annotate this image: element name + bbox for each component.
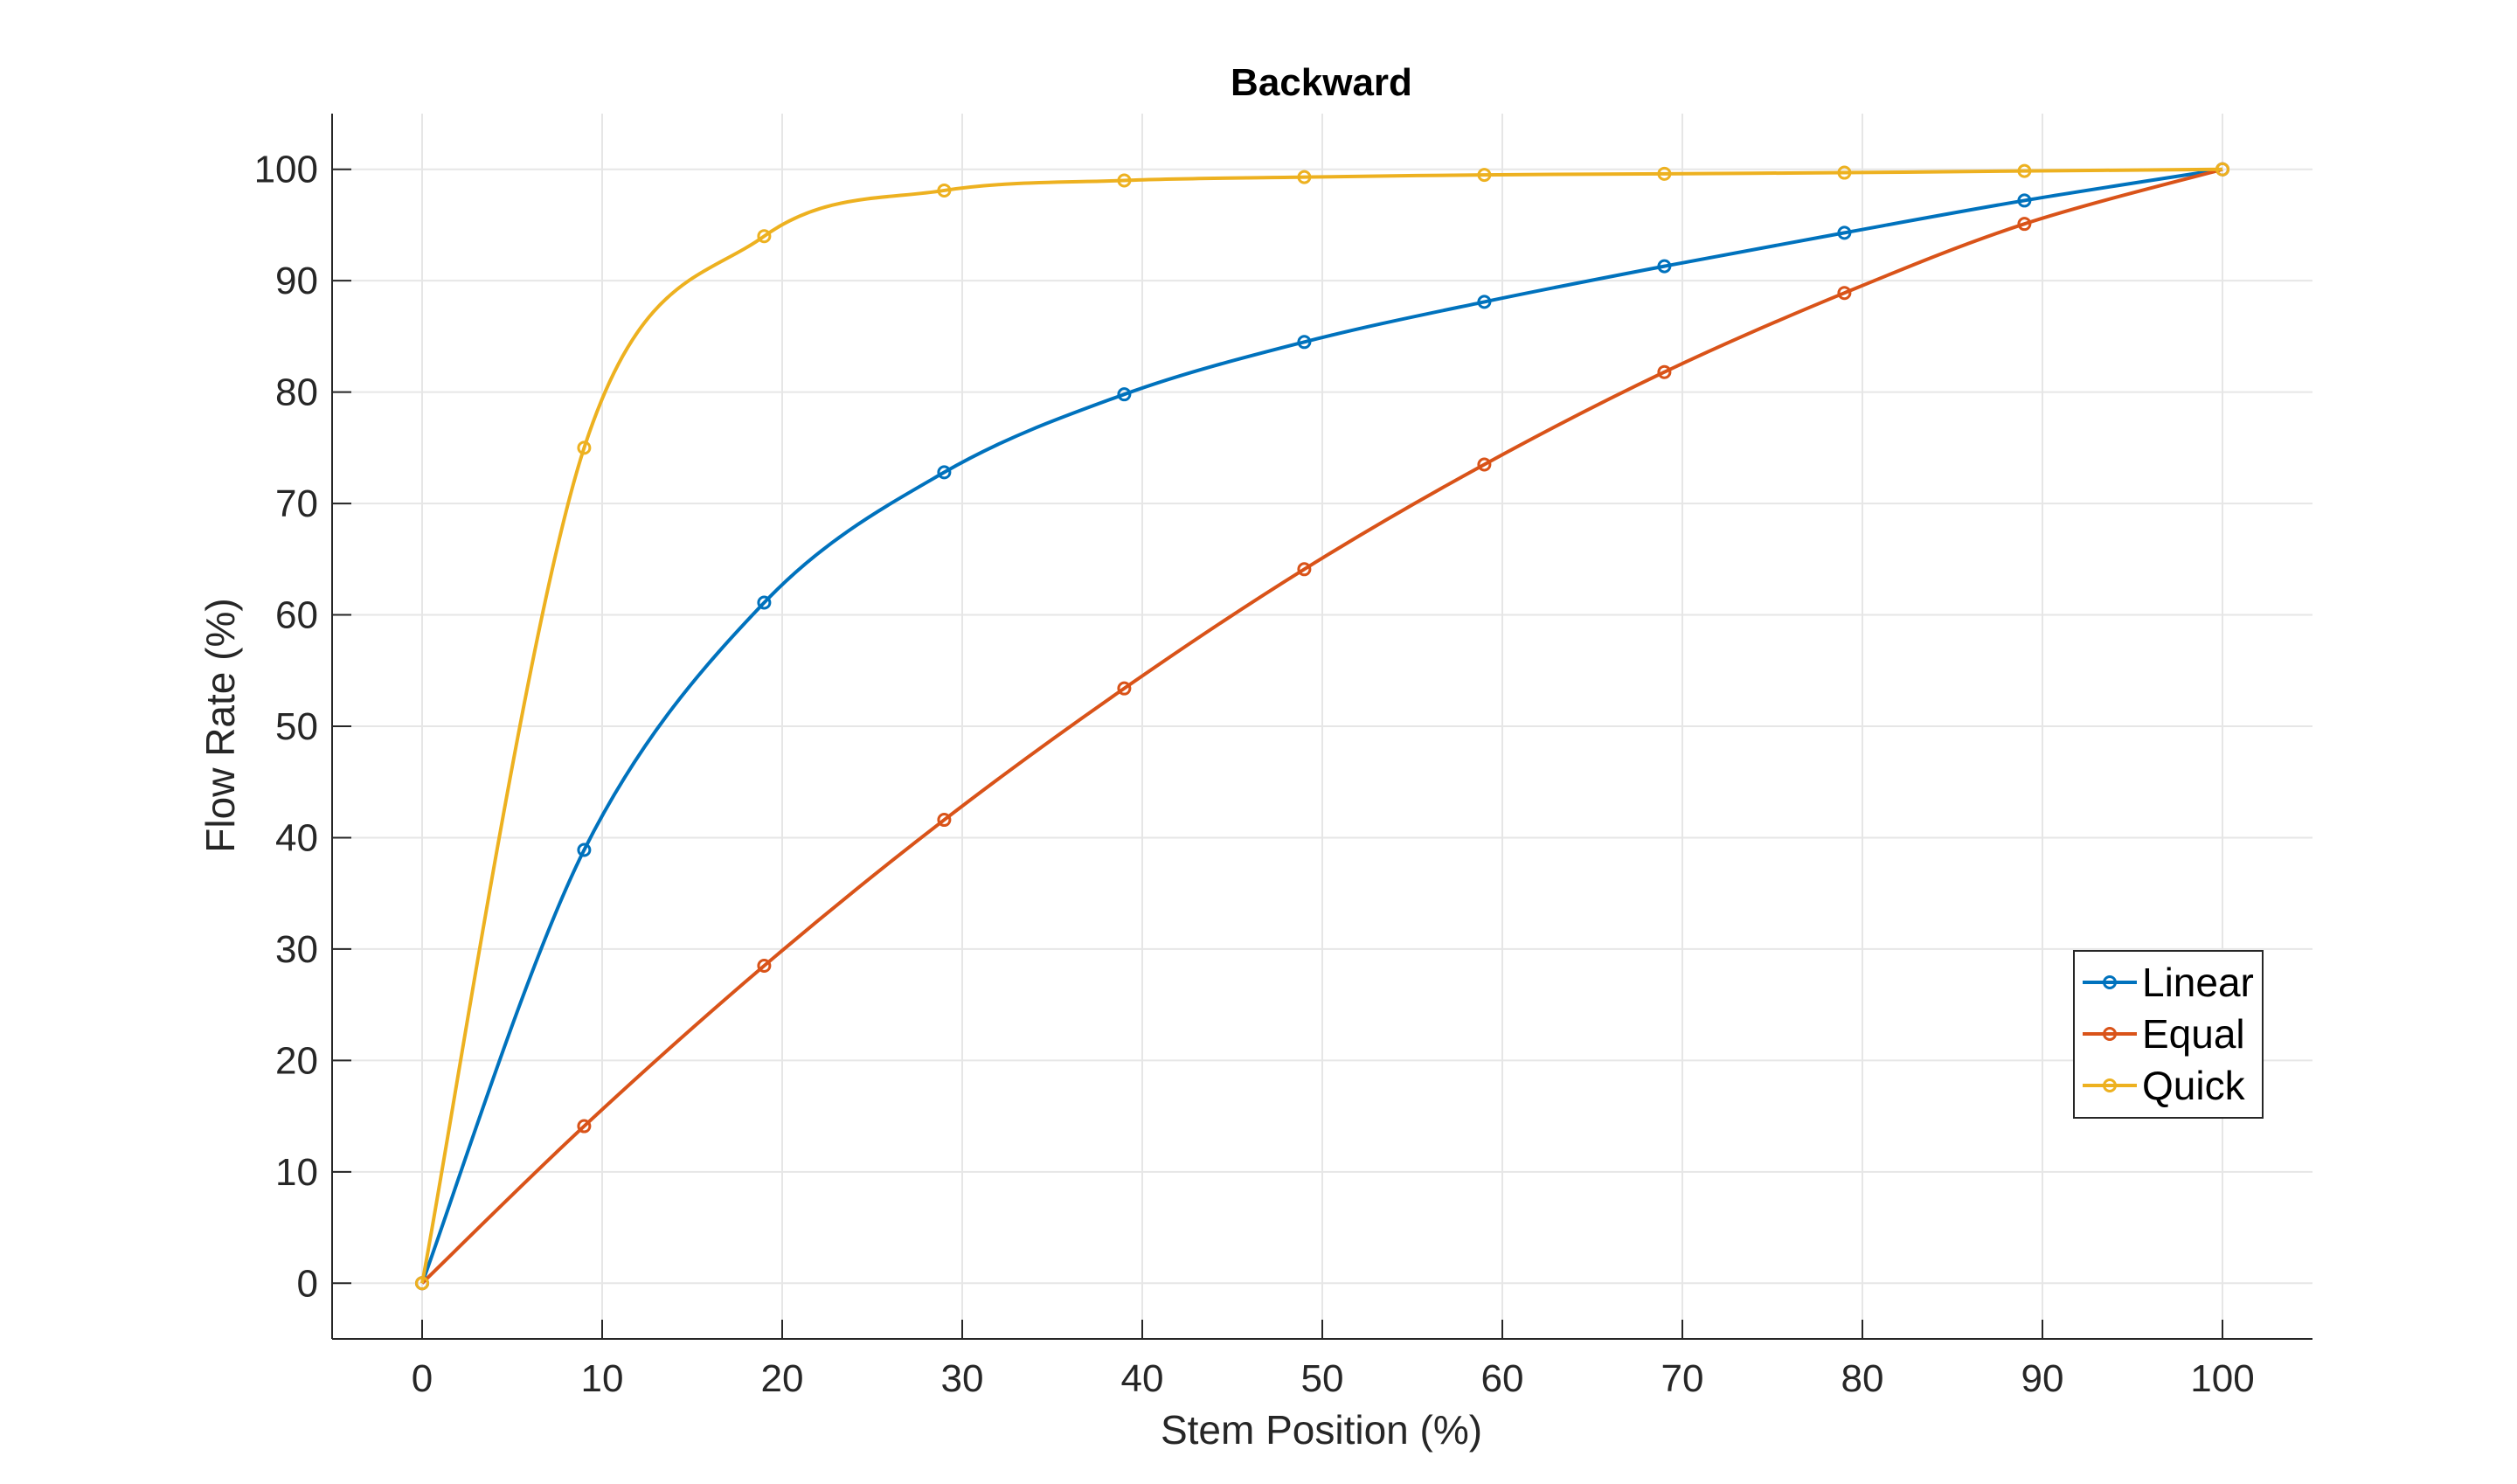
x-ticks: 0 10 20 30 40 50 60 70 80 90 100 <box>412 1320 2255 1400</box>
y-tick-label: 60 <box>275 594 318 637</box>
x-tick-label: 100 <box>2190 1357 2254 1400</box>
data-point-quick <box>2215 162 2229 177</box>
y-tick-label: 40 <box>275 816 318 859</box>
y-tick-label: 20 <box>275 1039 318 1082</box>
series-line-equal <box>420 167 2223 1285</box>
data-point-linear <box>1117 387 1132 402</box>
data-point-quick <box>1297 170 1312 184</box>
data-point-linear <box>1297 335 1312 350</box>
y-axis-label: Flow Rate (%) <box>198 598 243 852</box>
data-point-equal <box>1657 364 1672 379</box>
y-ticks: 0 10 20 30 40 50 60 70 80 90 100 <box>254 149 351 1305</box>
series-line-linear <box>420 167 2223 1284</box>
x-axis-label: Stem Position (%) <box>1161 1407 1482 1453</box>
series-group <box>415 162 2229 1291</box>
y-tick-label: 50 <box>275 705 318 748</box>
data-point-quick <box>937 183 952 198</box>
legend-swatch-marker <box>2103 1027 2117 1041</box>
legend: Linear Equal Quick <box>2073 950 2264 1119</box>
data-point-quick <box>1837 165 1852 180</box>
x-tick-label: 50 <box>1301 1357 1344 1400</box>
data-point-equal <box>757 959 772 974</box>
legend-label: Equal <box>2142 1011 2245 1057</box>
data-point-linear <box>757 595 772 610</box>
data-point-equal <box>1117 681 1132 696</box>
chart-title: Backward <box>1231 61 1412 104</box>
y-tick-label: 100 <box>254 149 318 191</box>
data-point-linear <box>1477 295 1492 309</box>
legend-label: Linear <box>2142 960 2254 1005</box>
x-tick-label: 10 <box>581 1357 624 1400</box>
legend-swatch-marker <box>2103 1078 2117 1092</box>
x-tick-label: 0 <box>412 1357 433 1400</box>
data-point-quick <box>2017 163 2032 178</box>
x-tick-label: 20 <box>761 1357 804 1400</box>
data-point-equal <box>2017 217 2032 232</box>
y-tick-label: 90 <box>275 260 318 302</box>
data-point-equal <box>937 813 952 828</box>
x-tick-label: 40 <box>1121 1357 1164 1400</box>
x-tick-label: 90 <box>2021 1357 2064 1400</box>
data-point-quick <box>415 1276 429 1291</box>
data-point-equal <box>1477 457 1492 472</box>
data-point-linear <box>1837 225 1852 240</box>
series-quick <box>415 162 2229 1291</box>
legend-item-linear: Linear <box>2083 960 2254 1005</box>
x-tick-label: 70 <box>1661 1357 1704 1400</box>
y-tick-label: 80 <box>275 371 318 414</box>
series-line-quick <box>420 167 2223 1284</box>
y-tick-label: 10 <box>275 1151 318 1194</box>
x-tick-label: 60 <box>1481 1357 1524 1400</box>
y-tick-label: 30 <box>275 928 318 971</box>
legend-item-equal: Equal <box>2083 1011 2245 1057</box>
data-point-equal <box>1297 562 1312 577</box>
data-point-linear <box>577 843 592 857</box>
data-point-equal <box>577 1119 592 1134</box>
data-point-quick <box>1477 168 1492 183</box>
legend-item-quick: Quick <box>2083 1063 2246 1108</box>
x-tick-label: 30 <box>941 1357 984 1400</box>
data-point-quick <box>757 229 772 244</box>
legend-swatch-marker <box>2103 975 2117 989</box>
grid <box>332 114 2312 1339</box>
data-point-quick <box>1657 166 1672 181</box>
y-tick-label: 0 <box>297 1262 318 1305</box>
data-point-linear <box>1657 259 1672 274</box>
data-point-quick <box>577 440 592 455</box>
x-tick-label: 80 <box>1841 1357 1884 1400</box>
y-tick-label: 70 <box>275 482 318 525</box>
data-point-equal <box>1837 286 1852 301</box>
data-point-quick <box>1117 173 1132 188</box>
data-point-linear <box>937 465 952 480</box>
data-point-linear <box>2017 193 2032 208</box>
legend-label: Quick <box>2142 1063 2246 1108</box>
